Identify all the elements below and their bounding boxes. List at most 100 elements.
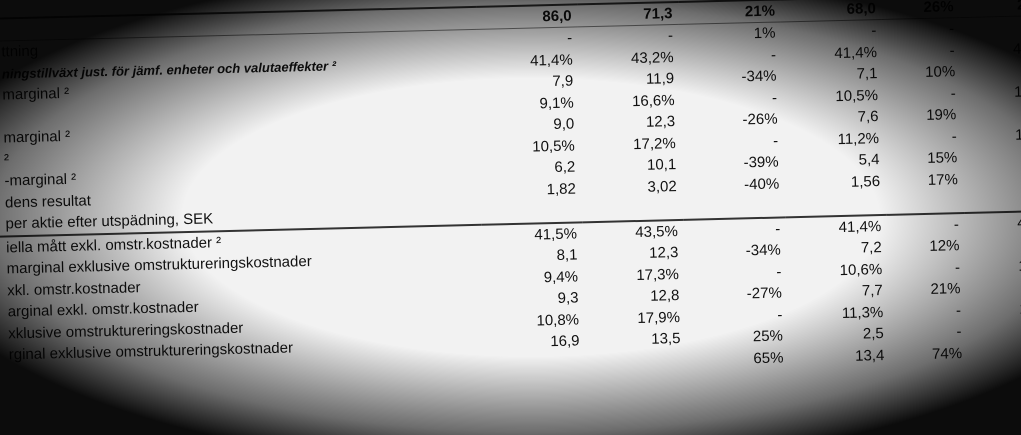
value-cell: 10,1 (646, 156, 677, 175)
value-cell: 21% (930, 280, 961, 299)
value-cell: - (886, 212, 966, 237)
value-cell: - (948, 20, 955, 38)
value-cell: 71,3 (577, 1, 679, 27)
value-cell: 9,1% (539, 94, 574, 113)
value-cell: 10,5% (835, 86, 879, 105)
value-cell: 74% (931, 344, 963, 363)
value-cell (785, 192, 886, 217)
value-cell: - (667, 27, 674, 45)
value-cell: 11,9 (645, 70, 675, 89)
value-cell: 29,1 (962, 102, 1021, 126)
value-cell: 9,4% (543, 268, 579, 287)
value-cell: 41,4% (529, 51, 573, 70)
value-cell: 27,0 (961, 59, 1021, 83)
value-cell: 13,4 (854, 346, 885, 365)
value-cell: 22, (967, 319, 1021, 343)
value-cell: 10,5% (532, 137, 575, 156)
value-cell (481, 199, 582, 224)
value-cell: - (772, 132, 779, 150)
value-cell: 271,5 (959, 0, 1021, 18)
value-cell: 65% (753, 349, 784, 367)
value-cell: 10% (924, 63, 956, 82)
value-cell: 41,4% (785, 214, 888, 240)
value-cell: 13,5 (651, 330, 681, 348)
value-cell: -34% (741, 67, 777, 86)
value-cell: 10,0% (1013, 82, 1021, 101)
value-cell: 6,2 (554, 158, 576, 177)
value-cell: 17% (927, 170, 959, 189)
value-cell (683, 194, 786, 219)
value-cell: - (566, 29, 573, 47)
value-cell: 41,8% (964, 210, 1021, 236)
value-cell: 7,7 (861, 282, 883, 300)
value-cell: 16,6% (631, 91, 675, 110)
value-cell: -26% (742, 110, 778, 129)
value-cell: 7,2 (860, 239, 882, 257)
value-cell: - (871, 22, 877, 40)
value-cell: - (954, 258, 961, 277)
value-cell: 17,3% (636, 265, 680, 284)
value-cell: 86,0 (476, 3, 578, 30)
value-cell: -40% (743, 175, 780, 194)
value-cell: 5,62 (964, 166, 1021, 190)
value-cell: 10,8% (536, 311, 580, 330)
value-cell: 19% (926, 106, 957, 125)
value-cell: 1,56 (850, 172, 881, 191)
value-cell: 17,9% (637, 308, 681, 327)
value-cell: - (770, 46, 777, 64)
value-cell: 12% (929, 237, 960, 256)
value-cell: 12,8 (650, 287, 680, 305)
value-cell: -27% (746, 284, 783, 303)
value-cell: 10,6% (839, 260, 883, 279)
value-cell: 41,7% (1012, 39, 1021, 58)
value-cell (886, 190, 964, 214)
value-cell: - (960, 15, 1021, 39)
value-cell: 7,9 (552, 72, 574, 91)
value-cell: 43,2% (630, 48, 674, 67)
value-cell: 5,4 (858, 151, 880, 169)
value-cell: -34% (745, 241, 782, 260)
value-cell: - (949, 41, 955, 60)
value-cell: 8,1 (556, 246, 578, 265)
value-cell: 19,1 (963, 145, 1021, 169)
value-cell: 68,0 (780, 0, 883, 22)
value-cell: 25% (752, 327, 784, 346)
value-cell: 21% (678, 0, 782, 25)
value-cell: - (776, 263, 782, 281)
value-cell: 7,1 (856, 65, 878, 83)
value-cell: - (950, 84, 956, 103)
value-cell: - (956, 323, 962, 341)
value-cell: - (683, 216, 787, 242)
value-cell: 15% (927, 149, 958, 168)
table: 20222021årsvis202286,071,321%68,026%271,… (0, 0, 1021, 376)
value-cell: 10,7% (1014, 125, 1021, 144)
value-cell: 12,3 (645, 113, 676, 132)
value-cell: - (951, 127, 957, 146)
value-cell: 10,9% (967, 297, 1021, 321)
value-cell: - (955, 301, 962, 319)
value-cell: 9,3 (557, 289, 579, 308)
value-cell (964, 188, 1021, 213)
value-cell: 7,6 (857, 108, 879, 126)
value-cell: 3,02 (647, 177, 677, 196)
value-cell: 26% (881, 0, 960, 20)
value-cell: - (777, 306, 783, 324)
value-cell: 12,3 (648, 244, 679, 262)
value-cell: 1% (753, 24, 776, 43)
value-cell (485, 352, 586, 376)
value-cell (586, 349, 687, 373)
value-cell: 11,2% (837, 129, 880, 148)
value-cell: 9,0 (553, 115, 575, 134)
value-cell: -39% (743, 153, 779, 172)
value-cell (582, 197, 683, 222)
value-cell: 16,9 (550, 332, 580, 351)
value-cell (968, 340, 1021, 364)
value-cell: 43,5% (582, 219, 685, 245)
value-cell: 10,1% (1018, 256, 1021, 275)
value-cell: 41,5% (481, 221, 584, 247)
value-cell: 17,2% (632, 134, 676, 153)
value-cell: 29,5 (966, 276, 1021, 300)
value-cell: 11,3% (841, 303, 884, 322)
value-cell: 27,4 (965, 233, 1021, 257)
